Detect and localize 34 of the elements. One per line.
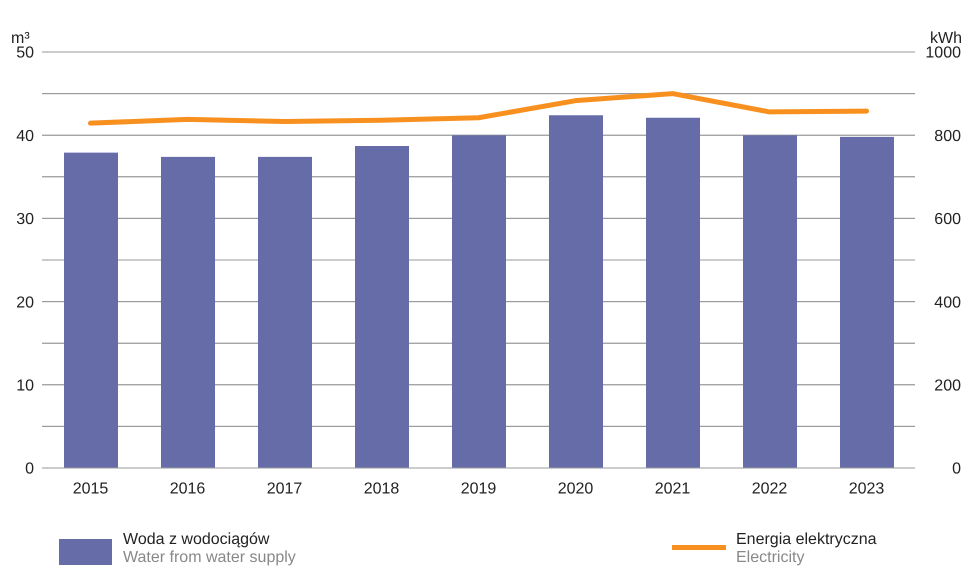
y-tick-label: 20 (16, 294, 34, 312)
y-tick-label: 40 (16, 128, 34, 145)
y-tick-label: 30 (16, 211, 34, 228)
y2-tick-label: 400 (934, 294, 962, 312)
bar (258, 156, 312, 468)
x-tick-label: 2018 (364, 480, 400, 498)
x-tick-label: 2022 (752, 480, 788, 498)
legend-label: Energia elektryczna Electricity (736, 531, 877, 567)
bar (549, 115, 603, 468)
x-tick-label: 2016 (170, 480, 206, 498)
y2-tick-label: 800 (934, 128, 962, 145)
bar (355, 146, 409, 468)
bar (161, 156, 215, 468)
x-tick-label: 2019 (460, 480, 496, 498)
y2-tick-label: 1000 (925, 44, 962, 62)
bar (743, 135, 797, 468)
x-tick-label: 2020 (558, 480, 594, 498)
legend-label: Woda z wodociągów Water from water supply (123, 531, 296, 567)
x-tick-label: 2017 (266, 480, 302, 498)
bar (64, 152, 118, 468)
bar (452, 135, 506, 468)
y-axis-title: m³ (11, 30, 30, 47)
bar (840, 136, 894, 468)
y2-axis-title: kWh (930, 30, 962, 47)
x-tick-label: 2021 (654, 480, 690, 498)
x-tick-label: 2015 (72, 480, 108, 498)
y-tick-label: 0 (25, 460, 34, 478)
y2-tick-label: 0 (952, 460, 962, 478)
bar (646, 118, 700, 468)
y2-tick-label: 200 (934, 377, 962, 394)
x-tick-label: 2023 (848, 480, 884, 498)
y-tick-label: 10 (16, 377, 34, 394)
y-tick-label: 50 (16, 44, 34, 62)
y2-tick-label: 600 (934, 211, 962, 228)
